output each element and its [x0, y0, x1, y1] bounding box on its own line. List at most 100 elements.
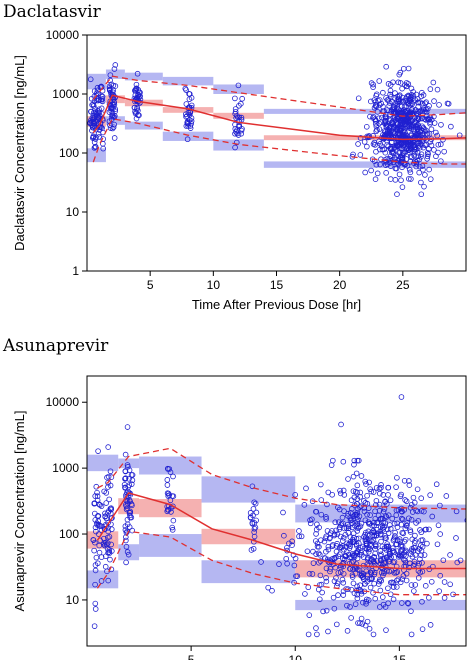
observed-point	[358, 473, 365, 479]
observed-point	[372, 508, 378, 515]
observed-point	[387, 129, 393, 136]
band-p95-2	[139, 456, 202, 475]
observed-point	[416, 169, 422, 176]
observed-point	[398, 521, 405, 528]
observed-point	[102, 525, 108, 532]
observed-point	[401, 538, 408, 545]
y-tick-label: 1000	[52, 461, 79, 475]
observed-point	[354, 591, 361, 598]
observed-point	[87, 76, 94, 83]
observed-point	[425, 146, 432, 152]
observed-point	[313, 526, 320, 533]
observed-point	[375, 581, 382, 587]
band-median-4	[213, 112, 264, 119]
observed-point	[389, 120, 396, 126]
observed-point	[384, 554, 390, 561]
observed-point	[284, 545, 290, 551]
observed-point	[419, 108, 426, 115]
observed-point	[434, 86, 441, 93]
observed-point	[284, 560, 290, 567]
observed-point	[378, 100, 385, 107]
observed-point	[341, 508, 347, 514]
observed-point	[383, 514, 390, 520]
observed-point	[411, 588, 417, 594]
observed-point	[378, 551, 384, 558]
observed-point	[105, 510, 111, 516]
observed-point	[187, 125, 194, 131]
observed-point	[91, 139, 98, 146]
band-p95-1	[118, 458, 140, 469]
observed-point	[319, 589, 325, 596]
observed-point	[129, 472, 136, 478]
observed-point	[404, 600, 411, 606]
observed-point	[398, 515, 405, 522]
observed-point	[133, 109, 140, 116]
observed-point	[347, 604, 353, 610]
observed-point	[233, 139, 240, 146]
observed-point	[393, 569, 399, 576]
observed-point	[453, 535, 459, 541]
observed-point	[126, 482, 133, 488]
observed-point	[418, 552, 424, 558]
observed-point	[409, 536, 416, 543]
observed-point	[417, 569, 423, 576]
x-tick-label: 15	[393, 653, 407, 660]
observed-point	[304, 548, 311, 555]
observed-point	[393, 484, 399, 490]
observed-point	[378, 569, 385, 576]
observed-point	[403, 547, 409, 554]
observed-point	[367, 541, 373, 548]
observed-point	[373, 485, 380, 491]
observed-point	[365, 555, 371, 561]
observed-point	[419, 544, 426, 550]
observed-point	[125, 551, 132, 558]
observed-point	[423, 99, 429, 105]
observed-point	[423, 131, 430, 137]
observed-point	[105, 444, 111, 450]
observed-point	[356, 457, 362, 464]
observed-point	[337, 533, 344, 540]
observed-point	[314, 543, 321, 550]
observed-point	[422, 583, 429, 589]
observed-point	[107, 468, 114, 475]
observed-point	[400, 151, 407, 157]
observed-point	[385, 600, 391, 607]
observed-point	[101, 535, 107, 542]
observed-point	[394, 520, 401, 527]
observed-point	[413, 122, 420, 129]
observed-point	[415, 111, 421, 118]
observed-point	[426, 103, 432, 109]
observed-point	[373, 161, 380, 168]
observed-point	[265, 584, 271, 591]
observed-point	[269, 587, 275, 594]
observed-point	[403, 83, 410, 90]
observed-point	[427, 86, 434, 92]
observed-point	[372, 176, 379, 182]
observed-point	[251, 499, 257, 506]
observed-point	[387, 525, 394, 532]
observed-point	[408, 154, 415, 160]
observed-point	[102, 553, 109, 560]
observed-point	[354, 595, 361, 602]
observed-point	[406, 515, 412, 522]
observed-point	[403, 498, 410, 505]
observed-point	[354, 583, 360, 590]
observed-point	[407, 169, 414, 176]
observed-point	[357, 504, 363, 510]
observed-point	[435, 149, 441, 156]
observed-point	[413, 520, 419, 526]
observed-point	[323, 516, 329, 522]
observed-point	[310, 548, 316, 555]
observed-point	[364, 578, 370, 585]
observed-point	[383, 170, 389, 176]
observed-point	[361, 139, 368, 145]
observed-point	[322, 535, 329, 542]
observed-point	[188, 118, 195, 124]
observed-point	[433, 129, 439, 136]
observed-point	[354, 518, 361, 525]
observed-point	[436, 102, 442, 108]
observed-point	[350, 488, 357, 494]
observed-point	[364, 492, 370, 499]
observed-point	[415, 140, 421, 146]
observed-point	[306, 570, 313, 577]
